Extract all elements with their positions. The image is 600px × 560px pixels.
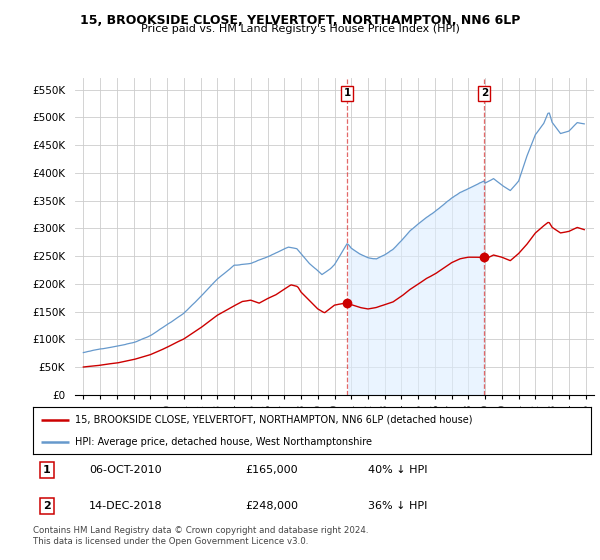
Text: £165,000: £165,000 [245, 465, 298, 475]
Text: 06-OCT-2010: 06-OCT-2010 [89, 465, 161, 475]
Text: £248,000: £248,000 [245, 501, 298, 511]
Text: 1: 1 [43, 465, 51, 475]
Text: 2: 2 [43, 501, 51, 511]
Text: HPI: Average price, detached house, West Northamptonshire: HPI: Average price, detached house, West… [75, 437, 372, 447]
Text: Contains HM Land Registry data © Crown copyright and database right 2024.
This d: Contains HM Land Registry data © Crown c… [33, 526, 368, 546]
Text: 40% ↓ HPI: 40% ↓ HPI [368, 465, 427, 475]
Text: 14-DEC-2018: 14-DEC-2018 [89, 501, 163, 511]
Text: 2: 2 [481, 88, 488, 99]
Text: 15, BROOKSIDE CLOSE, YELVERTOFT, NORTHAMPTON, NN6 6LP (detached house): 15, BROOKSIDE CLOSE, YELVERTOFT, NORTHAM… [75, 414, 472, 424]
Text: 1: 1 [344, 88, 351, 99]
Text: 15, BROOKSIDE CLOSE, YELVERTOFT, NORTHAMPTON, NN6 6LP: 15, BROOKSIDE CLOSE, YELVERTOFT, NORTHAM… [80, 14, 520, 27]
Text: 36% ↓ HPI: 36% ↓ HPI [368, 501, 427, 511]
Text: Price paid vs. HM Land Registry's House Price Index (HPI): Price paid vs. HM Land Registry's House … [140, 24, 460, 34]
